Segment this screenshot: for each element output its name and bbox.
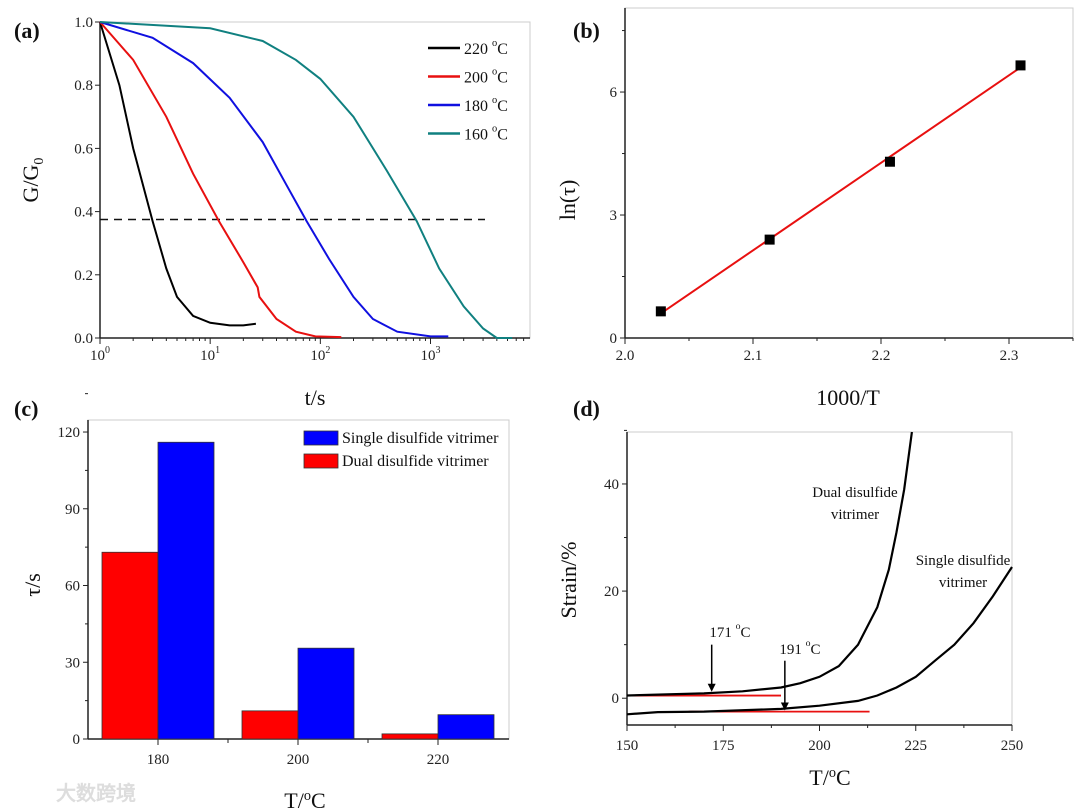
panel-c: (c) 0 30 60 90 120 180 200 220 T/oC τ/s Single disu… bbox=[14, 393, 510, 812]
y-tick-label: 0.2 bbox=[74, 268, 93, 284]
annotation-label: 191 oC bbox=[779, 638, 820, 658]
data-point bbox=[655, 306, 666, 317]
y-tick-label: 0.4 bbox=[74, 205, 93, 221]
legend-label: 180 oC bbox=[464, 95, 508, 115]
x-axis-label: t/s bbox=[305, 385, 326, 410]
y-tick-label: 30 bbox=[65, 655, 80, 671]
x-axis-label: T/oC bbox=[284, 788, 325, 812]
annotation-label: 171 oC bbox=[709, 621, 750, 641]
bar-single-220 bbox=[437, 714, 495, 740]
y-tick-label: 6 bbox=[610, 85, 618, 101]
panel-label: (a) bbox=[14, 18, 40, 43]
x-tick-label: 2.0 bbox=[616, 348, 635, 364]
x-axis-label: T/oC bbox=[809, 765, 850, 790]
curve-label: Dual disulfide bbox=[812, 485, 898, 501]
legend-label: Dual disulfide vitrimer bbox=[342, 453, 489, 470]
x-tick-label: 250 bbox=[1001, 738, 1024, 754]
fit-line bbox=[660, 66, 1022, 315]
x-tick-label: 100 bbox=[90, 345, 110, 364]
x-axis-label: 1000/T bbox=[816, 385, 880, 410]
y-axis-label: ln(τ) bbox=[555, 180, 580, 221]
legend-label: Single disulfide vitrimer bbox=[342, 430, 499, 447]
x-tick-label: 225 bbox=[905, 738, 928, 754]
x-tick-label: 200 bbox=[808, 738, 831, 754]
series-line-200 bbox=[99, 21, 342, 339]
y-tick-label: 0 bbox=[73, 732, 81, 748]
bar-single-200 bbox=[297, 647, 355, 740]
panel-b: (b) 0 3 6 2.0 2.1 2.2 2.3 1000/T ln(τ) bbox=[555, 7, 1074, 410]
y-tick-label: 0 bbox=[610, 331, 618, 347]
y-tick-label: 0.8 bbox=[74, 78, 93, 94]
panel-a: (a) 0.0 0.2 0.4 0.6 0.8 1.0 100 101 102 103 t/s G/G0… bbox=[14, 15, 531, 410]
curve-single bbox=[626, 566, 1013, 716]
data-point bbox=[764, 234, 775, 245]
y-tick-label: 20 bbox=[604, 584, 619, 600]
series-line-220 bbox=[99, 21, 257, 327]
bar-dual-180 bbox=[101, 551, 159, 740]
panel-label: (b) bbox=[573, 18, 600, 43]
x-tick-label: 175 bbox=[712, 738, 735, 754]
y-tick-label: 0 bbox=[612, 691, 620, 707]
x-tick-label: 180 bbox=[147, 752, 170, 768]
y-tick-label: 0.0 bbox=[74, 331, 93, 347]
x-tick-label: 220 bbox=[427, 752, 450, 768]
x-tick-label: 2.3 bbox=[1000, 348, 1019, 364]
legend-label: 200 oC bbox=[464, 67, 508, 87]
x-tick-label: 200 bbox=[287, 752, 310, 768]
y-axis-label: G/G0 bbox=[18, 158, 47, 203]
x-tick-label: 2.2 bbox=[872, 348, 891, 364]
legend-label: 220 oC bbox=[464, 38, 508, 58]
curve-label: vitrimer bbox=[939, 575, 987, 591]
plot-frame bbox=[624, 7, 1074, 339]
panel-label: (c) bbox=[14, 396, 38, 421]
arrow-head bbox=[780, 702, 789, 711]
x-tick-label: 102 bbox=[310, 345, 330, 364]
curve-label: vitrimer bbox=[831, 507, 879, 523]
bar-single-180 bbox=[157, 441, 215, 740]
y-tick-label: 3 bbox=[610, 208, 618, 224]
x-tick-label: 150 bbox=[616, 738, 639, 754]
data-point bbox=[884, 156, 895, 167]
bar-dual-200 bbox=[241, 710, 299, 740]
x-tick-label: 2.1 bbox=[744, 348, 763, 364]
data-point bbox=[1015, 60, 1026, 71]
curve-label: Single disulfide bbox=[916, 553, 1011, 569]
y-axis-label: τ/s bbox=[20, 573, 45, 597]
x-tick-label: 103 bbox=[421, 345, 441, 364]
legend-swatch bbox=[303, 430, 339, 446]
y-tick-label: 40 bbox=[604, 477, 619, 493]
y-tick-label: 0.6 bbox=[74, 141, 93, 157]
series-line-160 bbox=[99, 21, 513, 339]
legend-swatch bbox=[303, 453, 339, 469]
panel-d: (d) 0 20 40 150 175 200 225 250 T/oC Strain/% Dual … bbox=[556, 396, 1023, 790]
y-tick-label: 60 bbox=[65, 579, 80, 595]
curve-dual bbox=[626, 431, 913, 697]
y-tick-label: 120 bbox=[58, 425, 81, 441]
legend-label: 160 oC bbox=[464, 124, 508, 144]
watermark: 大数跨境 bbox=[56, 781, 136, 805]
panel-label: (d) bbox=[573, 396, 600, 421]
series-line-180 bbox=[99, 21, 449, 338]
y-tick-label: 90 bbox=[65, 502, 80, 518]
arrow-head bbox=[707, 683, 716, 692]
x-tick-label: 101 bbox=[200, 345, 220, 364]
y-tick-label: 1.0 bbox=[74, 15, 93, 31]
y-axis-label: Strain/% bbox=[556, 542, 581, 619]
bar-dual-220 bbox=[381, 733, 439, 740]
